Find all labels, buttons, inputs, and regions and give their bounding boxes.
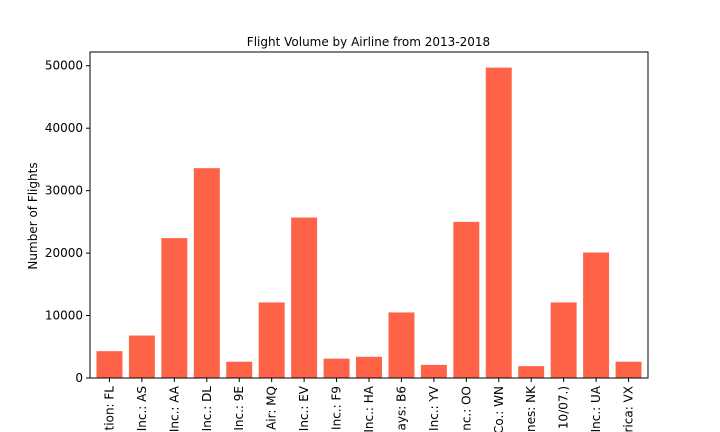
x-tick-label: Inc.: 9E [232,386,246,431]
bar [615,361,642,378]
bar [550,302,577,378]
x-tick-label: Inc.: DL [200,386,214,432]
plot-frame [89,51,649,379]
y-tick-label: 20000 [45,246,83,260]
x-tick-label: Inc.: HA [362,385,376,432]
bar [258,302,285,378]
bar [518,366,545,378]
x-tick-label: Inc.: UA [589,385,603,432]
bar [323,358,350,378]
y-tick-label: 0 [75,371,83,385]
y-tick-label: 40000 [45,121,83,135]
bar [583,252,610,378]
x-tick-label: Inc.: AA [167,385,181,432]
x-tick-label: nc.: OO [459,386,473,431]
bar [420,364,447,378]
x-tick-label: nes: NK [524,385,538,432]
bar [356,356,382,378]
x-tick-label: Inc.: EV [297,385,311,431]
bar [453,221,480,378]
x-axis: tion: FL Inc.: AS Inc.: AA Inc.: DL Inc.: 9E… [102,378,636,432]
x-tick-label: Inc.: AS [135,386,149,431]
y-tick-label: 50000 [45,59,83,73]
chart-title: Flight Volume by Airline from 2013-2018 [247,35,490,49]
y-tick-label: 30000 [45,184,83,198]
bar [226,361,253,378]
x-tick-label: rica: VX [622,386,636,432]
y-axis: 0 10000 20000 30000 40000 50000 [45,59,90,385]
x-tick-label: ays: B6 [394,386,408,430]
bar [128,335,155,378]
y-axis-label: Number of Flights [26,162,40,269]
bar [161,238,188,378]
x-tick-label: tion: FL [102,386,116,431]
y-tick-label: 10000 [45,309,83,323]
x-tick-label: Inc.: YV [427,385,441,431]
bars-group [96,67,642,378]
bar [388,312,415,378]
bar [96,351,123,378]
x-tick-label: Air: MQ [265,386,279,430]
x-tick-label: 10/07.) [557,386,571,429]
x-tick-label: Inc.: F9 [330,386,344,430]
bar [291,217,318,378]
x-tick-label: Co.: WN [492,386,506,432]
bar [485,67,512,378]
bar [193,168,220,378]
